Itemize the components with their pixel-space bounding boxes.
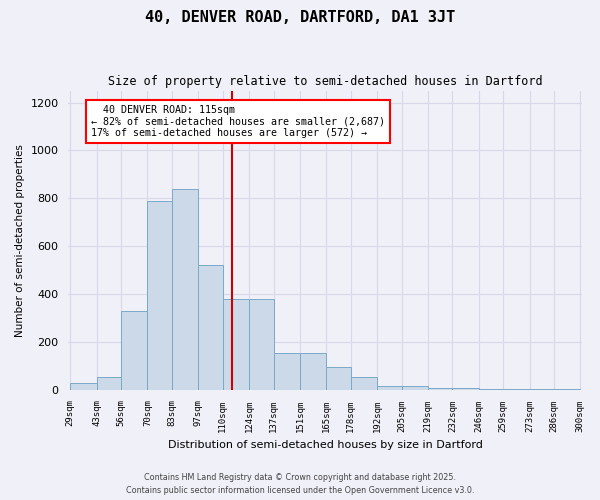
Text: 40, DENVER ROAD, DARTFORD, DA1 3JT: 40, DENVER ROAD, DARTFORD, DA1 3JT — [145, 10, 455, 25]
Title: Size of property relative to semi-detached houses in Dartford: Size of property relative to semi-detach… — [108, 75, 542, 88]
Bar — [452, 388, 479, 390]
Y-axis label: Number of semi-detached properties: Number of semi-detached properties — [15, 144, 25, 336]
Bar — [198, 266, 223, 390]
Bar — [401, 386, 428, 390]
Bar — [97, 376, 121, 390]
Bar — [121, 310, 148, 390]
X-axis label: Distribution of semi-detached houses by size in Dartford: Distribution of semi-detached houses by … — [168, 440, 483, 450]
Bar — [148, 200, 172, 390]
Bar — [249, 299, 274, 390]
Bar — [351, 376, 377, 390]
Bar — [300, 352, 326, 390]
Bar — [428, 388, 452, 390]
Bar — [172, 188, 198, 390]
Bar — [326, 367, 351, 390]
Bar — [377, 386, 401, 390]
Bar — [70, 382, 97, 390]
Bar — [223, 299, 249, 390]
Bar — [274, 352, 300, 390]
Text: Contains HM Land Registry data © Crown copyright and database right 2025.
Contai: Contains HM Land Registry data © Crown c… — [126, 474, 474, 495]
Text: 40 DENVER ROAD: 115sqm  
← 82% of semi-detached houses are smaller (2,687)
17% o: 40 DENVER ROAD: 115sqm ← 82% of semi-det… — [91, 105, 385, 138]
